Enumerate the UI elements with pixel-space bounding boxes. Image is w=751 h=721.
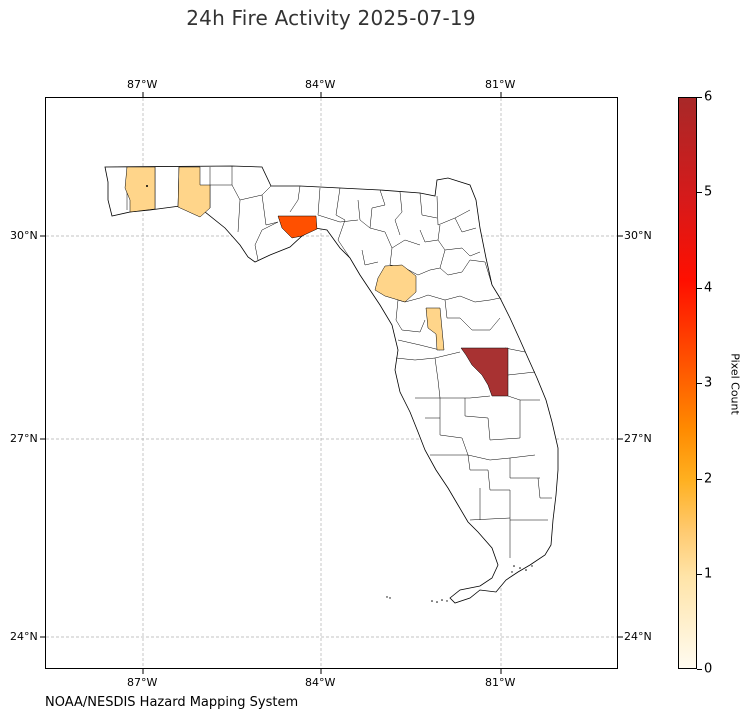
colorbar-tick-label-2: 2 — [704, 471, 713, 487]
map-title: 24h Fire Activity 2025-07-19 — [186, 6, 476, 30]
colorbar-tick — [697, 288, 702, 289]
lon-label-top-81w: 81°W — [485, 78, 516, 91]
county-sumter — [425, 307, 445, 351]
lat-label-right-30n: 30°N — [624, 229, 652, 242]
county-osceola — [460, 347, 509, 397]
lon-label-bottom-84w: 84°W — [305, 676, 336, 689]
colorbar-tick — [697, 97, 702, 98]
colorbar-tick-label-5: 5 — [704, 184, 713, 200]
lon-label-top-87w: 87°W — [127, 78, 158, 91]
colorbar-tick-label-1: 1 — [704, 566, 713, 582]
lon-label-bottom-87w: 87°W — [127, 676, 158, 689]
source-caption: NOAA/NESDIS Hazard Mapping System — [45, 695, 299, 710]
colorbar-tick — [697, 669, 702, 670]
colorbar-tick — [697, 192, 702, 193]
county-boundaries — [126, 166, 552, 558]
colorbar-tick — [697, 574, 702, 575]
lat-label-left-27n: 27°N — [10, 432, 38, 445]
colorbar-tick — [697, 383, 702, 384]
county-santa-rosa — [124, 166, 156, 213]
colorbar-label: Pixel Count — [728, 353, 742, 415]
lat-label-left-30n: 30°N — [10, 229, 38, 242]
county-alachua — [374, 264, 417, 303]
county-walton — [177, 166, 211, 218]
colorbar-tick-label-0: 0 — [704, 661, 713, 677]
lon-label-top-84w: 84°W — [305, 78, 336, 91]
lat-label-right-27n: 27°N — [624, 432, 652, 445]
colorbar-tick-label-6: 6 — [704, 89, 713, 105]
colorbar-tick — [697, 479, 702, 480]
lat-label-left-24n: 24°N — [10, 630, 38, 643]
florida-state-outline — [104, 165, 559, 604]
county-wakulla — [277, 215, 318, 239]
colorbar-tick-label-4: 4 — [704, 280, 713, 296]
colorbar-tick-label-3: 3 — [704, 375, 713, 391]
lon-label-bottom-81w: 81°W — [485, 676, 516, 689]
florida-keys — [146, 185, 533, 603]
colorbar — [678, 97, 697, 669]
lat-label-right-24n: 24°N — [624, 630, 652, 643]
